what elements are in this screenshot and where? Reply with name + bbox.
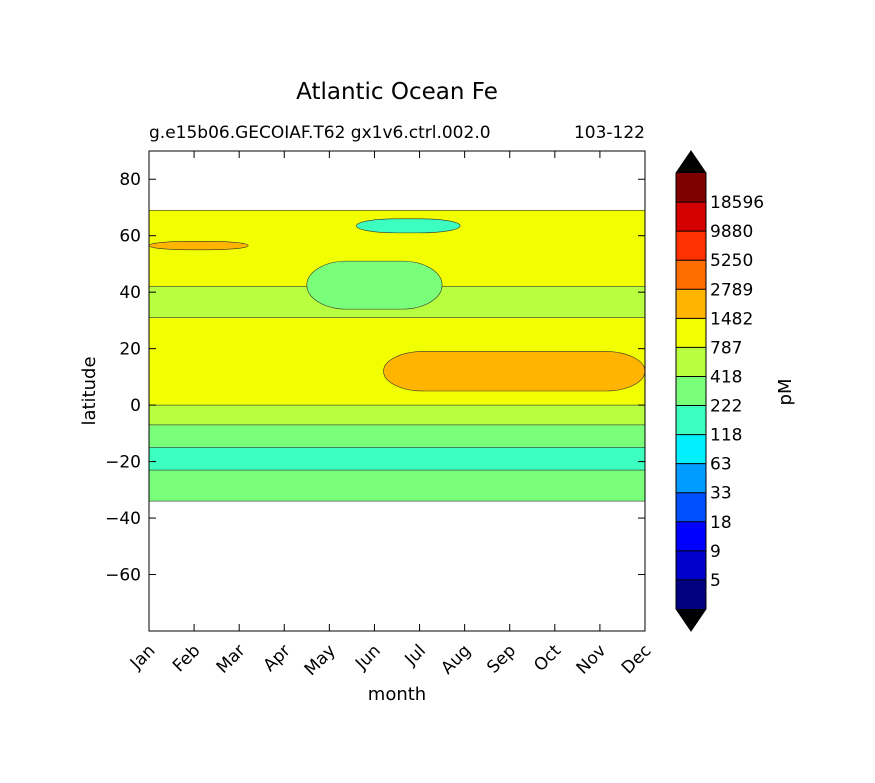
- plot-frame: [148, 150, 646, 632]
- chart-title: Atlantic Ocean Fe: [296, 79, 498, 105]
- colorbar-tick-label: 18: [710, 513, 732, 533]
- x-tick-label: Jan: [126, 641, 159, 674]
- colorbar-tick-label: 9: [710, 542, 721, 562]
- colorbar-segment: [676, 463, 706, 493]
- contour-fields: [148, 209, 646, 502]
- colorbar-segment: [676, 376, 706, 406]
- colorbar-segment: [676, 521, 706, 551]
- y-tick-label: 0: [130, 396, 141, 416]
- colorbar: 5 9 18 33 63 118 222 418 787 1482 2789 5250 9880 1859…: [675, 150, 764, 632]
- colorbar-segment: [676, 173, 706, 203]
- colorbar-segment: [676, 289, 706, 319]
- colorbar-tick-label: 2789: [710, 280, 753, 300]
- x-tick-label: Nov: [573, 641, 611, 679]
- colorbar-segment: [676, 492, 706, 522]
- contour-region-2789-7: [383, 351, 646, 392]
- colorbar-tick-label: 9880: [710, 222, 753, 242]
- x-tick-label: Feb: [169, 641, 204, 676]
- x-tick-label: Dec: [618, 641, 655, 678]
- chart-subtitle-right: 103-122: [574, 123, 645, 143]
- contour-region-222-4: [148, 447, 646, 471]
- chart-subtitle-left: g.e15b06.GECOIAF.T62 gx1v6.ctrl.002.0: [149, 123, 491, 143]
- contour-region-2789-8: [148, 241, 249, 251]
- colorbar-tick-label: 418: [710, 367, 742, 387]
- y-tick-label: −60: [105, 566, 141, 586]
- colorbar-extend-min: [676, 609, 706, 631]
- y-tick-label: 80: [119, 170, 141, 190]
- colorbar-tick-label: 787: [710, 338, 742, 358]
- colorbar-tick-label: 222: [710, 397, 742, 417]
- contour-region-222-6: [356, 218, 461, 234]
- plot-area: Jan Feb Mar Apr May Jun Jul Aug Sep Oct Nov Dec 80 6…: [105, 150, 655, 680]
- y-tick-label: 40: [119, 283, 141, 303]
- x-tick-label: May: [301, 641, 340, 680]
- colorbar-segment: [676, 231, 706, 261]
- x-tick-label: Sep: [483, 641, 520, 678]
- colorbar-tick-label: 5: [710, 571, 721, 591]
- colorbar-segment: [676, 434, 706, 464]
- colorbar-extend-max: [676, 151, 706, 173]
- colorbar-tick-label: 63: [710, 455, 732, 475]
- colorbar-segment: [676, 405, 706, 435]
- colorbar-segment: [676, 260, 706, 290]
- contour-region-787-1: [148, 404, 646, 429]
- colorbar-tick-label: 33: [710, 484, 732, 504]
- x-axis-label: month: [368, 684, 426, 705]
- colorbar-tick-label: 5250: [710, 251, 753, 271]
- colorbar-tick-label: 118: [710, 426, 742, 446]
- y-tick-label: −20: [105, 453, 141, 473]
- y-tick-label: −40: [105, 509, 141, 529]
- y-tick-label: 20: [119, 340, 141, 360]
- colorbar-segment: [676, 318, 706, 348]
- x-tick-label: Jul: [401, 641, 430, 670]
- x-tick-label: Jun: [351, 641, 385, 675]
- colorbar-tick-label: 18596: [710, 193, 764, 213]
- x-tick-label: Aug: [437, 641, 475, 679]
- colorbar-tick-label: 1482: [710, 309, 753, 329]
- colorbar-segment: [676, 579, 706, 609]
- colorbar-outline: [675, 150, 707, 632]
- y-axis-ticks: 80 60 40 20 0 −20 −40 −60: [105, 170, 645, 586]
- x-tick-label: Mar: [213, 641, 250, 678]
- colorbar-segment: [676, 550, 706, 580]
- y-tick-label: 60: [119, 227, 141, 247]
- colorbar-segment: [676, 347, 706, 377]
- colorbar-segment: [676, 202, 706, 232]
- x-tick-label: Oct: [530, 641, 565, 676]
- contour-region-418-5: [306, 260, 443, 310]
- colorbar-label: pM: [775, 379, 796, 406]
- x-tick-label: Apr: [260, 641, 295, 676]
- y-axis-label: latitude: [79, 356, 100, 425]
